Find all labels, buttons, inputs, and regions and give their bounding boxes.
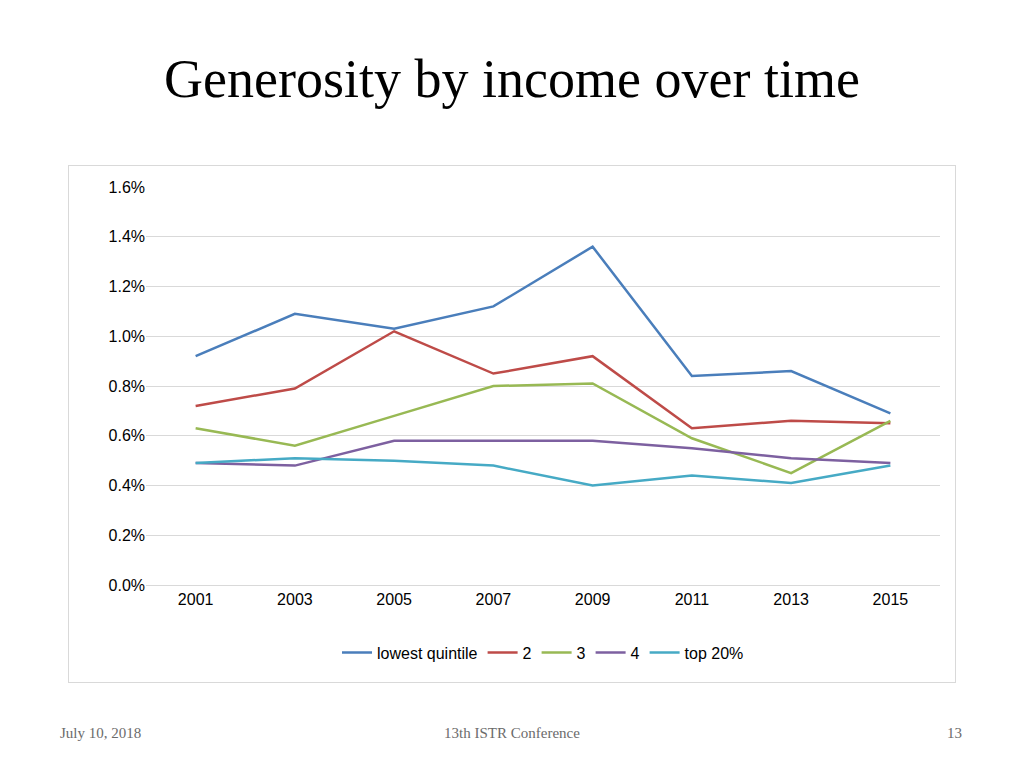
- svg-text:2011: 2011: [675, 591, 710, 608]
- svg-text:top 20%: top 20%: [685, 645, 744, 662]
- svg-text:2009: 2009: [575, 591, 611, 608]
- html-text:Generosity by income over time: Generosity by income over time: [164, 49, 860, 109]
- html-text:13th ISTR Conference: 13th ISTR Conference: [444, 725, 580, 741]
- svg-text:2001: 2001: [178, 591, 214, 608]
- svg-text:1.6%: 1.6%: [109, 179, 145, 196]
- svg-text:2: 2: [523, 645, 532, 662]
- svg-text:0.6%: 0.6%: [109, 427, 145, 444]
- html-text:13: 13: [947, 725, 962, 741]
- svg-text:0.2%: 0.2%: [109, 527, 145, 544]
- svg-text:0.8%: 0.8%: [109, 378, 145, 395]
- svg-text:2007: 2007: [476, 591, 512, 608]
- svg-text:1.4%: 1.4%: [109, 228, 145, 245]
- svg-text:2005: 2005: [376, 591, 412, 608]
- svg-text:lowest quintile: lowest quintile: [377, 645, 478, 662]
- svg-text:0.0%: 0.0%: [109, 577, 145, 594]
- svg-text:2013: 2013: [773, 591, 809, 608]
- svg-text:1.0%: 1.0%: [109, 328, 145, 345]
- svg-text:2015: 2015: [873, 591, 909, 608]
- svg-text:0.4%: 0.4%: [109, 477, 145, 494]
- svg-text:1.2%: 1.2%: [109, 278, 145, 295]
- svg-text:3: 3: [577, 645, 586, 662]
- html-text:July 10, 2018: July 10, 2018: [60, 725, 142, 741]
- svg-text:2003: 2003: [277, 591, 313, 608]
- svg-text:4: 4: [631, 645, 640, 662]
